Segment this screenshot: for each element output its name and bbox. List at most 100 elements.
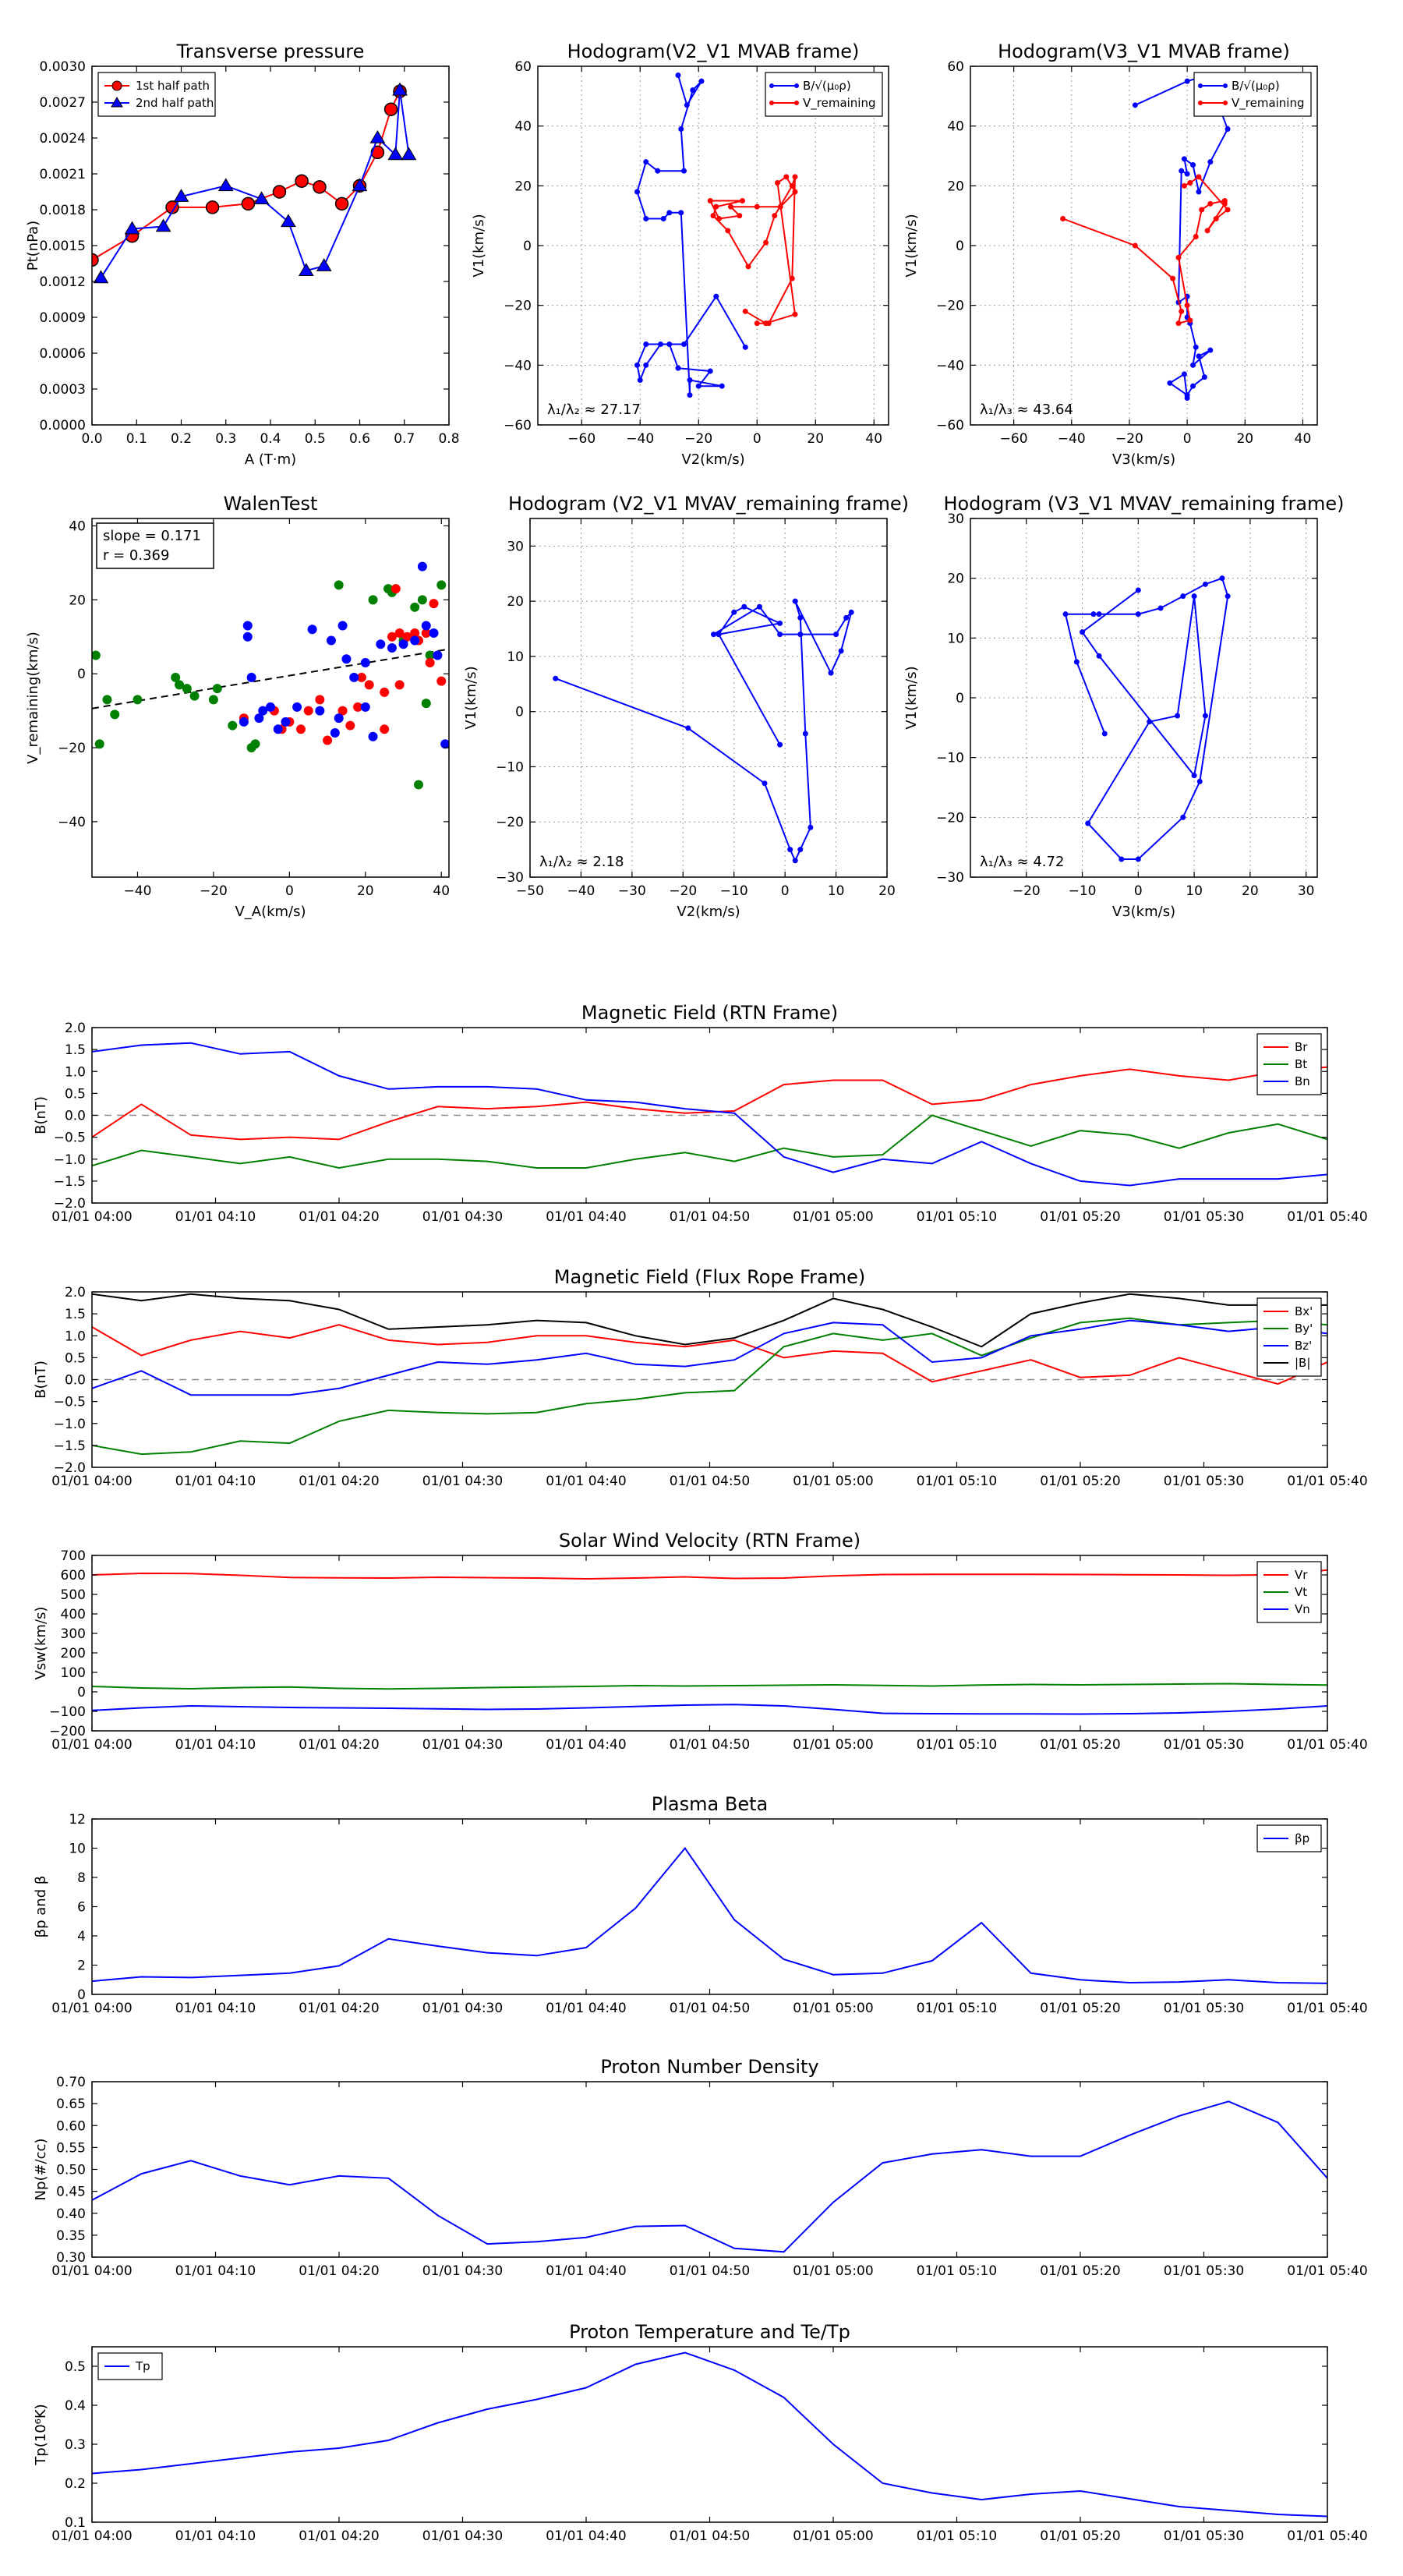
y-tick-label: −20 [496,815,524,830]
data-point [429,599,439,609]
data-point [1201,374,1207,380]
legend-box [97,72,216,117]
chart-title: Magnetic Field (Flux Rope Frame) [554,1266,865,1288]
x-tick-label: −50 [516,883,544,899]
x-tick-label: 0 [285,883,294,899]
chart-title: Proton Temperature and Te/Tp [569,2321,850,2343]
data-point [797,847,804,853]
x-tick-label: −40 [1058,431,1086,447]
legend-label: Br [1295,1040,1308,1054]
data-point [1213,216,1219,221]
data-point [295,724,306,734]
x-tick-label: 01/01 05:00 [793,2001,873,2016]
chart-hodogram-v2-v1-mvab: −60 −40 −20 0 20 40 −60 −40 −20 0 20 40 60 Hodogram(V… [471,41,889,468]
data-layer [92,2351,1327,2518]
legend-label: B/√(μ₀ρ) [1232,79,1280,93]
y-tick-label: 40 [514,119,532,135]
data-point [783,174,790,180]
data-point [731,609,737,615]
data-point [313,180,327,194]
data-point [707,198,713,203]
series-line [92,1846,1327,1984]
data-point [1184,395,1190,401]
data-point [421,699,431,709]
legend-label: Tp [135,2359,150,2373]
legend-label: Bt [1295,1057,1307,1071]
x-tick-label: 01/01 05:10 [917,2528,997,2544]
x-tick-label: 01/01 05:00 [793,2263,873,2279]
chart-title: Solar Wind Velocity (RTN Frame) [559,1530,861,1552]
series-0 [1062,575,1231,862]
stats-line: r = 0.369 [103,547,169,564]
data-point [410,635,420,646]
x-tick-label: 01/01 04:10 [175,1474,256,1489]
x-tick-label: 01/01 04:20 [299,1474,379,1489]
x-tick-label: 01/01 05:40 [1287,2001,1367,2016]
legend-marker [111,97,123,108]
x-tick-label: −60 [567,431,595,447]
data-point [1225,207,1231,213]
legend-label: V_remaining [803,96,876,111]
data-point [716,632,722,638]
x-tick-label: 01/01 04:50 [670,2263,750,2279]
y-tick-label: 4 [77,1929,86,1944]
x-tick-label: 01/01 04:00 [51,1209,132,1225]
data-point [1085,820,1091,826]
x-tick-label: 01/01 04:40 [546,2001,626,2016]
data-point [777,620,783,626]
data-point [315,706,325,716]
data-point [436,580,447,590]
data-point [1204,228,1210,234]
x-tick-label: 01/01 04:40 [546,2263,626,2279]
data-point [292,702,302,712]
data-point [787,847,793,853]
data-point [797,632,804,638]
data-point [1207,347,1214,353]
data-point [334,580,344,590]
data-point [765,320,772,327]
data-point [429,628,439,639]
data-point [307,625,317,635]
y-tick-label: 60 [947,59,964,75]
y-tick-label: −10 [496,759,524,775]
x-tick-label: 01/01 04:50 [670,1737,750,1753]
data-point [376,639,386,649]
y-tick-label: 2.0 [65,1021,86,1036]
data-point [685,725,691,731]
y-tick-label: 0.50 [56,2163,86,2178]
x-tick-label: 0.0 [81,431,102,447]
x-tick-label: 01/01 04:10 [175,2263,256,2279]
data-point [425,650,435,660]
data-point [833,632,839,638]
data-point [334,713,344,724]
data-point [330,728,340,738]
data-point [281,717,291,727]
series-line [92,1704,1327,1715]
data-point [634,189,640,195]
y-tick-label: 0.70 [56,2075,86,2090]
data-point [326,635,336,646]
y-tick-label: −200 [49,1724,86,1739]
y-tick-label: −30 [936,870,964,886]
data-point [710,213,716,219]
y-tick-label: 20 [947,179,964,194]
x-tick-label: 01/01 04:40 [546,1209,626,1225]
y-axis-label: V1(km/s) [463,666,479,729]
series--b- [92,1293,1327,1348]
x-tick-label: 0.3 [215,431,236,447]
data-point [1179,168,1185,174]
y-tick-label: 300 [61,1626,86,1642]
legend-marker [794,101,799,105]
y-axis-label: V1(km/s) [903,214,920,277]
y-tick-label: 20 [514,179,532,194]
x-tick-label: 20 [357,883,374,899]
x-tick-label: 10 [828,883,845,899]
data-point [1193,344,1199,350]
ticks: −50 −40 −30 −20 −10 0 10 20 −30 −20 −10 0 10 20 30 [496,518,896,899]
data-point [295,174,309,188]
data-point [323,735,333,745]
x-tick-label: 01/01 04:20 [299,2528,379,2544]
data-layer [553,598,854,864]
data-point [681,341,687,347]
data-point [742,308,748,314]
